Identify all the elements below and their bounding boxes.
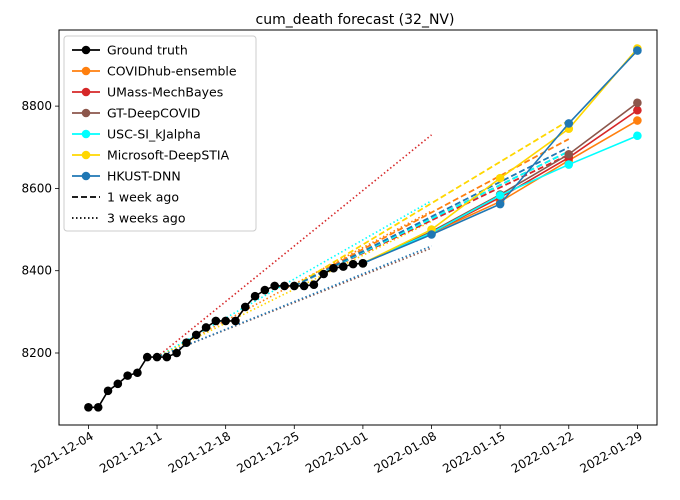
forecast-3w-line: [156, 200, 432, 358]
ground-truth-point: [162, 352, 172, 362]
ground-truth-point: [270, 281, 279, 291]
forecast-3w-line: [156, 245, 432, 358]
ground-truth-point: [142, 352, 152, 362]
ground-truth-point: [93, 403, 103, 412]
forecast-1w-line: [293, 146, 570, 287]
x-tick-label: 2021-12-04: [29, 429, 96, 476]
legend-swatch-marker: [81, 129, 91, 139]
x-tick-label: 2021-12-25: [234, 429, 301, 476]
legend-label: 1 week ago: [107, 190, 179, 205]
legend-label: USC-SI_kJalpha: [107, 127, 201, 142]
axes-frame: [58, 29, 658, 426]
series-point: [633, 98, 642, 108]
ground-truth-point: [123, 371, 132, 380]
ground-truth-point: [201, 323, 211, 332]
chart-title: cum_death forecast (32_NV): [256, 12, 455, 28]
legend-label: 3 weeks ago: [107, 211, 186, 226]
legend-swatch-marker: [81, 87, 91, 97]
legend-swatch-marker: [81, 45, 91, 55]
legend-swatch-marker: [81, 108, 91, 118]
series-point: [633, 116, 642, 125]
ground-truth-point: [191, 330, 201, 340]
legend-label: COVIDhub-ensemble: [107, 64, 237, 79]
ground-truth-point: [289, 281, 299, 291]
ground-truth-point: [152, 352, 162, 362]
legend: Ground truth COVIDhub-ensemble UMass-MechB…: [63, 35, 257, 232]
x-tick-label: 2021-12-11: [97, 429, 164, 476]
ground-truth-point: [299, 281, 309, 291]
ground-truth-point: [309, 280, 319, 289]
series-point: [564, 149, 574, 159]
ground-truth-point: [329, 263, 338, 273]
ground-truth-point: [133, 368, 142, 378]
forecast-1w-line: [293, 138, 570, 287]
legend-label: GT-DeepCOVID: [107, 106, 200, 121]
series-point: [495, 173, 505, 183]
legend-label: Ground truth: [107, 43, 188, 58]
series-line: [362, 102, 638, 265]
legend-box: [63, 35, 257, 232]
legend-swatch-marker: [81, 66, 91, 76]
y-tick-label: 8800: [21, 99, 52, 113]
x-tick-label: 2022-01-08: [372, 429, 439, 476]
plot-area: [84, 44, 642, 412]
legend-label: Microsoft-DeepSTIA: [107, 148, 230, 163]
x-tick-label: 2021-12-18: [166, 429, 233, 476]
y-tick-label: 8200: [21, 346, 52, 360]
ground-truth-point: [103, 386, 113, 396]
ground-truth-point: [231, 316, 240, 326]
series-point: [633, 105, 642, 115]
series-point: [427, 230, 436, 239]
legend-label: UMass-MechBayes: [107, 85, 223, 100]
ground-truth-point: [84, 403, 93, 412]
x-axis: 2021-12-04 2021-12-11 2021-12-18 2021-12-25…: [29, 425, 645, 476]
ground-truth-point: [182, 338, 191, 348]
ground-truth-point: [240, 302, 250, 312]
ground-truth-point: [221, 316, 230, 326]
x-tick-label: 2022-01-29: [577, 429, 644, 476]
ground-truth-point: [172, 348, 181, 358]
x-tick-label: 2022-01-01: [303, 429, 370, 476]
ground-truth-point: [348, 259, 358, 269]
ground-truth-point: [358, 258, 368, 268]
ground-truth-point: [113, 379, 123, 389]
legend-swatch-marker: [81, 171, 91, 181]
ground-truth-line: [88, 262, 363, 409]
ground-truth-point: [338, 262, 348, 271]
ground-truth-point: [260, 285, 270, 295]
series-point: [564, 119, 574, 128]
x-tick-label: 2022-01-22: [509, 429, 576, 476]
ground-truth-point: [319, 269, 328, 279]
forecast-3w-line: [156, 134, 433, 358]
forecast-1w-line: [293, 119, 570, 287]
y-axis: 8200 8400 8600 8800: [21, 99, 59, 360]
series-point: [564, 160, 574, 169]
series-point: [633, 46, 642, 55]
y-tick-label: 8400: [21, 264, 52, 278]
ground-truth-point: [211, 316, 221, 326]
ground-truth-point: [250, 291, 260, 301]
series-point: [633, 131, 642, 141]
x-tick-label: 2022-01-15: [440, 429, 507, 476]
legend-label: HKUST-DNN: [107, 169, 181, 184]
series-point: [495, 199, 505, 209]
y-tick-label: 8600: [21, 181, 52, 195]
legend-swatch-marker: [81, 150, 91, 160]
series-point: [495, 191, 505, 200]
ground-truth-point: [280, 281, 289, 291]
